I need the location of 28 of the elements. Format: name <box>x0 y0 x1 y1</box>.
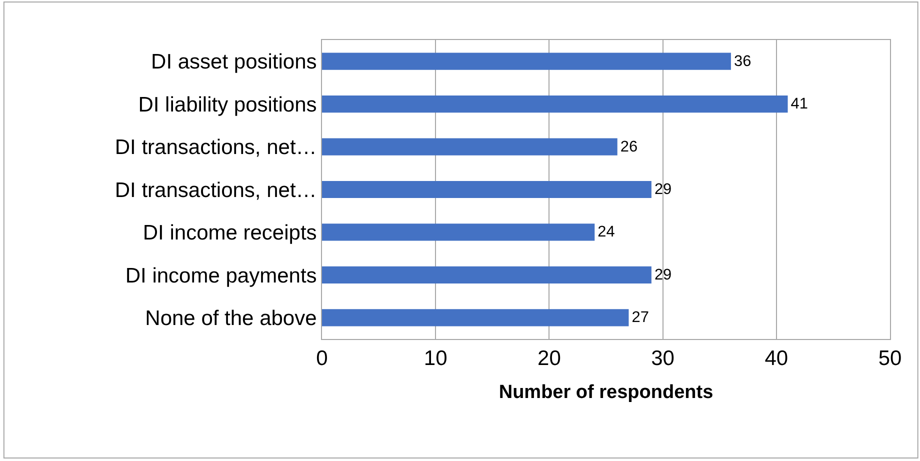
bar <box>322 52 731 70</box>
x-tick-label: 20 <box>538 347 561 370</box>
y-tick-label: DI transactions, net… <box>114 178 317 202</box>
data-label: 29 <box>654 180 672 198</box>
x-axis-title: Number of respondents <box>498 382 714 403</box>
y-tick-label: DI transactions, net… <box>114 136 317 160</box>
y-tick-label: DI liability positions <box>138 93 317 116</box>
data-label: 27 <box>632 309 649 326</box>
data-label: 41 <box>790 96 808 113</box>
data-label: 26 <box>620 138 638 156</box>
y-tick-label: DI asset positions <box>151 50 317 74</box>
y-tick-label: DI income payments <box>125 264 317 288</box>
data-label: 36 <box>734 52 752 70</box>
bar <box>322 180 652 198</box>
x-tick-label: 50 <box>878 347 902 370</box>
bar <box>322 138 618 156</box>
data-label: 24 <box>598 224 616 241</box>
x-tick-label: 40 <box>764 347 788 370</box>
x-tick-label: 30 <box>651 347 674 370</box>
x-tick-label: 10 <box>424 347 448 370</box>
y-tick-label: DI income receipts <box>142 222 317 245</box>
bar <box>322 266 652 284</box>
x-tick-label: 0 <box>316 347 328 370</box>
y-tick-label: None of the above <box>145 306 317 330</box>
bar <box>322 309 629 326</box>
data-label: 29 <box>654 266 672 284</box>
bar <box>322 224 595 241</box>
bar <box>322 96 788 113</box>
